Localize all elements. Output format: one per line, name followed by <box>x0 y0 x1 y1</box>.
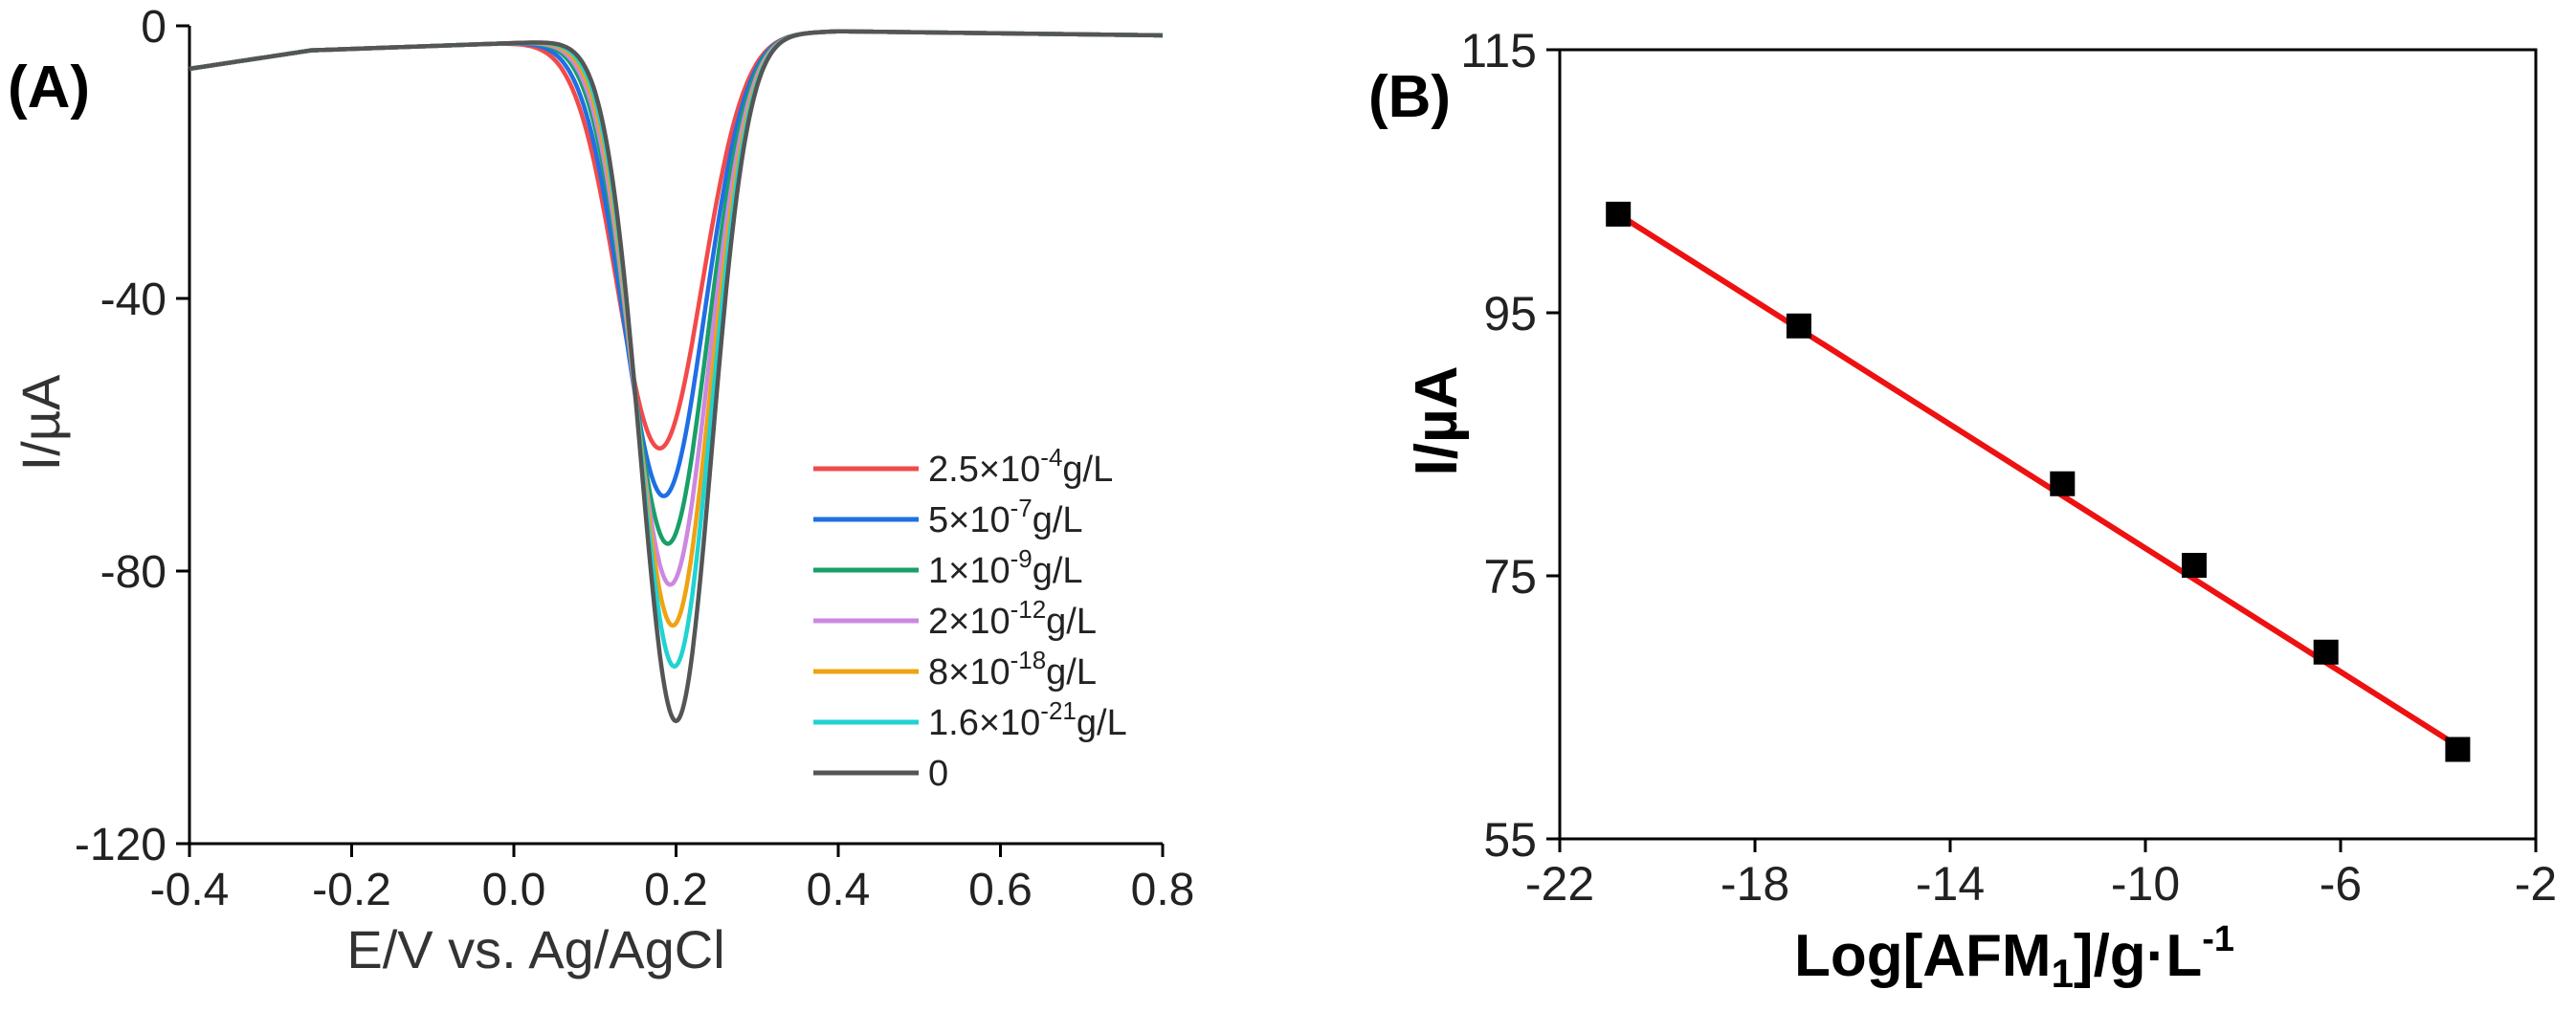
panel-b-x-tick-label: -6 <box>2320 857 2362 911</box>
data-point-5 <box>2445 737 2471 762</box>
panel-b-axes: -22 -18 -14 -10 -6 -2 55 75 95 115 <box>1460 24 2557 911</box>
panel-b-calibration: (B) -22 -18 -14 -10 -6 -2 55 75 95 115 Log[AFM1]/… <box>1368 24 2557 996</box>
fit-line <box>1616 211 2460 749</box>
series-line-0 <box>189 29 1163 451</box>
panel-b-x-tick-label: -14 <box>1916 857 1985 911</box>
legend-label-4: 8×10-18g/L <box>928 646 1097 693</box>
panel-a-label: (A) <box>8 55 90 121</box>
legend-label-6: 0 <box>928 754 948 794</box>
panel-a-x-tick-label: 0.6 <box>968 865 1033 915</box>
panel-a-curves <box>189 29 1163 724</box>
series-line-1 <box>189 29 1163 498</box>
panel-b-x-tick-label: -18 <box>1721 857 1789 911</box>
panel-b-y-tick-label: 55 <box>1483 813 1537 867</box>
panel-a-x-tick-label: -0.4 <box>150 865 230 915</box>
panel-b-x-tick-label: -10 <box>2111 857 2180 911</box>
panel-a-y-tick-label: -80 <box>100 547 167 598</box>
series-line-6 <box>189 29 1163 724</box>
data-point-2 <box>2050 471 2076 496</box>
panel-b-x-axis-title: Log[AFM1]/g·L-1 <box>1794 919 2234 996</box>
legend-label-5: 1.6×10-21g/L <box>928 696 1127 743</box>
panel-b-label: (B) <box>1368 64 1451 130</box>
data-point-1 <box>1786 313 1811 339</box>
panel-a-x-tick-label: 0.2 <box>644 865 708 915</box>
panel-a-x-tick-label: 0.4 <box>807 865 871 915</box>
panel-a-legend: 2.5×10-4g/L5×10-7g/L1×10-9g/L2×10-12g/L8… <box>813 443 1127 794</box>
panel-a-y-tick-label: 0 <box>141 2 167 53</box>
data-point-0 <box>1606 201 1632 227</box>
panel-b-y-tick-label: 75 <box>1483 550 1537 604</box>
legend-label-2: 1×10-9g/L <box>928 544 1083 591</box>
data-point-4 <box>2313 639 2339 665</box>
panel-a-x-tick-label: -0.2 <box>312 865 391 915</box>
panel-a-voltammogram: (A) -0.4 -0.2 0.0 0.2 0.4 0.6 0.8 0 -40 -80 -120 2… <box>8 2 1194 979</box>
panel-a-y-tick-label: -120 <box>75 820 167 870</box>
panel-a-x-tick-label: 0.0 <box>482 865 546 915</box>
panel-b-x-tick-label: -2 <box>2515 857 2557 911</box>
panel-a-y-tick-label: -40 <box>100 275 167 325</box>
legend-label-3: 2×10-12g/L <box>928 595 1097 642</box>
panel-b-frame <box>1558 48 2538 841</box>
panel-a-y-axis-title: I/µA <box>11 374 71 471</box>
panel-b-x-tick-label: -22 <box>1525 857 1594 911</box>
data-point-3 <box>2182 553 2207 578</box>
legend-label-1: 5×10-7g/L <box>928 494 1083 540</box>
panel-a-x-axis-title: E/V vs. Ag/AgCl <box>346 919 724 979</box>
panel-b-marks <box>1606 201 2471 762</box>
panel-b-y-tick-label: 95 <box>1483 287 1537 341</box>
panel-b-y-tick-label: 115 <box>1460 24 1537 77</box>
panel-b-y-axis-title: I/µA <box>1404 366 1470 476</box>
panel-a-x-tick-label: 0.8 <box>1131 865 1195 915</box>
legend-label-0: 2.5×10-4g/L <box>928 443 1113 490</box>
panel-a-axes: -0.4 -0.2 0.0 0.2 0.4 0.6 0.8 0 -40 -80 -120 <box>75 2 1194 915</box>
